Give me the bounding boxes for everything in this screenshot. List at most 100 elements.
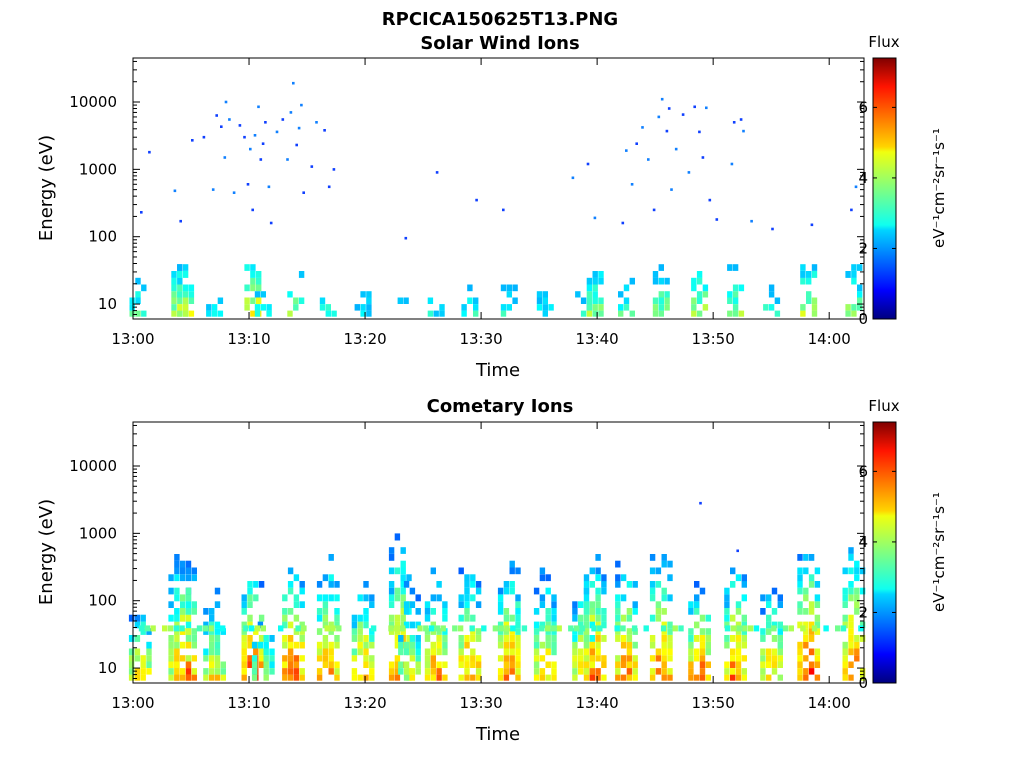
spectrogram-cell xyxy=(539,674,546,681)
spectrogram-cell xyxy=(667,648,673,656)
spectrogram-cell xyxy=(623,297,630,304)
spectrogram-cell xyxy=(551,648,557,656)
spectrogram-cell xyxy=(128,661,135,668)
spectrogram-cell xyxy=(400,581,406,588)
flux-point xyxy=(173,189,177,193)
spectrogram-cell xyxy=(551,614,557,622)
spectrogram-cell xyxy=(760,674,766,681)
spectrogram-cell xyxy=(503,655,510,662)
spectrogram-cell xyxy=(512,297,518,304)
flux-point xyxy=(810,223,814,227)
spectrogram-cell xyxy=(503,587,510,595)
spectrogram-cell xyxy=(203,628,209,635)
spectrogram-cell xyxy=(129,310,135,317)
spectrogram-cell xyxy=(539,625,545,632)
spectrogram-cell xyxy=(363,674,369,681)
spectrogram-cell xyxy=(209,668,215,675)
spectrogram-cell xyxy=(851,271,857,278)
spectrogram-cell xyxy=(632,601,638,608)
spectrogram-cell xyxy=(848,635,854,642)
y-tick-label: 10 xyxy=(98,659,117,677)
spectrogram-cell xyxy=(467,284,473,292)
x-axis-label: Time xyxy=(475,724,520,745)
flux-point xyxy=(269,221,273,225)
spectrogram-cell xyxy=(808,601,815,608)
spectrogram-cell xyxy=(287,608,294,615)
spectrogram-cell xyxy=(287,661,294,668)
spectrogram-cell xyxy=(398,648,404,656)
spectrogram-cell xyxy=(842,621,848,629)
spectrogram-cell xyxy=(688,635,694,642)
spectrogram-cell xyxy=(808,574,815,582)
spectrogram-cell xyxy=(664,291,670,298)
spectrogram-cell xyxy=(533,641,540,649)
spectrogram-cell xyxy=(360,304,366,311)
spectrogram-cell xyxy=(398,661,404,668)
flux-point xyxy=(223,156,227,159)
spectrogram-cell xyxy=(458,648,464,656)
spectrogram-cell xyxy=(808,581,815,588)
spectrogram-cell xyxy=(660,625,667,632)
spectrogram-cell xyxy=(167,625,174,632)
x-tick-label: 14:00 xyxy=(808,330,851,348)
spectrogram-cell xyxy=(615,560,621,568)
spectrogram-cell xyxy=(854,594,860,602)
spectrogram-cell xyxy=(464,668,470,675)
spectrogram-cell xyxy=(251,661,258,668)
spectrogram-cell xyxy=(774,310,781,317)
spectrogram-cell xyxy=(168,648,174,656)
spectrogram-cell xyxy=(400,621,406,629)
flux-point xyxy=(302,191,305,194)
spectrogram-cell xyxy=(366,291,372,298)
spectrogram-cell xyxy=(287,674,294,681)
spectrogram-cell xyxy=(188,297,195,304)
spectrogram-cell xyxy=(741,668,747,675)
spectrogram-cell xyxy=(415,655,421,662)
spectrogram-cell xyxy=(185,641,192,649)
flux-point xyxy=(635,142,638,145)
flux-point xyxy=(140,211,143,214)
spectrogram-cell xyxy=(575,291,581,298)
spectrogram-cell xyxy=(515,594,521,602)
spectrogram-cell xyxy=(298,297,305,304)
spectrogram-cell xyxy=(263,655,269,662)
spectrogram-cell xyxy=(316,648,323,656)
spectrogram-cell xyxy=(171,304,177,311)
spectrogram-cell xyxy=(615,608,621,615)
spectrogram-cell xyxy=(146,668,152,675)
spectrogram-cell xyxy=(632,608,638,615)
spectrogram-cell xyxy=(777,621,783,629)
spectrogram-cell xyxy=(655,608,662,615)
spectrogram-cell xyxy=(369,601,375,608)
spectrogram-cell xyxy=(299,635,305,642)
spectrogram-cell xyxy=(403,648,410,656)
spectrogram-cell xyxy=(250,271,256,278)
spectrogram-cell xyxy=(730,661,736,668)
spectrogram-cell xyxy=(848,674,854,681)
spectrogram-cell xyxy=(415,608,421,615)
spectrogram-cell xyxy=(854,648,860,656)
spectrogram-cell xyxy=(592,284,598,292)
spectrogram-cell xyxy=(691,297,697,304)
spectrogram-cell xyxy=(209,674,215,681)
spectrogram-cell xyxy=(768,291,775,298)
x-tick-label: 13:00 xyxy=(111,694,154,712)
spectrogram-cell xyxy=(592,304,598,311)
spectrogram-cell xyxy=(436,628,442,635)
spectrogram-cell xyxy=(473,297,479,304)
spectrogram-cell xyxy=(851,304,857,311)
spectrogram-cell xyxy=(388,621,395,629)
spectrogram-cell xyxy=(415,621,421,629)
spectrogram-cell xyxy=(357,614,363,622)
spectrogram-cell xyxy=(578,635,584,642)
spectrogram-cell xyxy=(220,661,226,668)
spectrogram-cell xyxy=(209,648,215,656)
spectrogram-cell xyxy=(854,587,860,595)
spectrogram-cell xyxy=(533,621,540,629)
spectrogram-cell xyxy=(503,641,510,649)
spectrogram-cell xyxy=(442,608,448,615)
spectrogram-cell xyxy=(699,674,706,681)
spectrogram-cell xyxy=(615,621,621,629)
spectrogram-cell xyxy=(357,635,363,642)
spectrogram-cell xyxy=(328,628,334,635)
